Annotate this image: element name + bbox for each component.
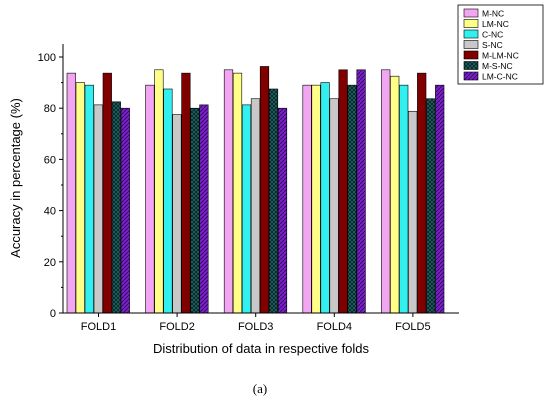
bars-layer	[66, 66, 445, 314]
x-tick-label: FOLD3	[238, 321, 273, 333]
bar-c-nc-fold3	[241, 104, 252, 314]
bar-m-nc-fold3	[223, 69, 234, 314]
bar-m-s-nc-fold4	[347, 84, 357, 314]
legend-label-c-nc: C-NC	[482, 30, 503, 40]
y-tick-label: 40	[44, 206, 56, 218]
bar-m-s-nc-fold5	[426, 98, 436, 314]
legend-swatch-m-lm-nc	[463, 50, 479, 60]
y-tick-label: 0	[50, 308, 56, 320]
legend-swatch-lm-nc	[463, 19, 479, 28]
bar-s-nc-fold1	[93, 104, 103, 314]
legend-swatch-c-nc	[463, 29, 479, 39]
bar-s-nc-fold3	[250, 98, 261, 314]
x-tick-label: FOLD2	[159, 321, 194, 333]
bar-lm-nc-fold5	[390, 75, 400, 314]
y-tick-label: 20	[44, 257, 56, 269]
bar-m-lm-nc-fold2	[181, 72, 191, 314]
bar-lm-c-nc-fold3	[277, 107, 288, 314]
x-axis-title: Distribution of data in respective folds	[153, 341, 370, 356]
legend-label-lm-nc: LM-NC	[482, 19, 509, 29]
x-tick-label: FOLD1	[81, 321, 116, 333]
y-tick-label: 100	[38, 52, 56, 64]
y-axis-title: Accuracy in percentage (%)	[8, 98, 23, 258]
x-tick-label: FOLD5	[395, 321, 430, 333]
bar-m-s-nc-fold3	[268, 88, 279, 314]
bar-m-s-nc-fold2	[190, 107, 200, 314]
bar-lm-c-nc-fold5	[435, 84, 445, 314]
bar-m-nc-fold1	[66, 72, 76, 314]
bar-s-nc-fold4	[329, 98, 339, 314]
y-tick-label: 80	[44, 103, 56, 115]
bar-lm-nc-fold2	[154, 69, 164, 314]
bar-m-lm-nc-fold3	[259, 66, 270, 314]
legend-swatch-m-s-nc	[463, 61, 479, 70]
legend-label-m-lm-nc: M-LM-NC	[482, 51, 519, 61]
bar-lm-nc-fold1	[75, 82, 85, 314]
y-tick-label: 60	[44, 154, 56, 166]
bar-s-nc-fold2	[172, 114, 182, 314]
legend-swatch-s-nc	[463, 40, 479, 49]
bar-m-nc-fold5	[381, 69, 391, 314]
bar-lm-c-nc-fold2	[199, 104, 209, 314]
bar-m-nc-fold2	[145, 84, 155, 314]
bar-lm-c-nc-fold4	[356, 69, 366, 314]
bar-lm-nc-fold3	[232, 72, 243, 314]
bar-lm-nc-fold4	[311, 84, 321, 314]
bar-c-nc-fold4	[320, 82, 330, 314]
legend-label-m-s-nc: M-S-NC	[482, 61, 513, 71]
x-tick-label: FOLD4	[317, 321, 352, 333]
figure-caption: (a)	[253, 381, 267, 396]
bar-c-nc-fold5	[399, 84, 409, 314]
legend-label-s-nc: S-NC	[482, 40, 503, 50]
bar-m-lm-nc-fold1	[102, 72, 112, 314]
y-ticks: 0 20 40 60 80 100	[38, 52, 63, 320]
bar-m-s-nc-fold1	[111, 101, 121, 314]
legend-box	[457, 4, 544, 85]
bar-lm-c-nc-fold1	[120, 107, 130, 314]
x-ticks: FOLD1 FOLD2 FOLD3 FOLD4 FOLD5	[81, 313, 431, 333]
legend-label-lm-c-nc: LM-C-NC	[482, 72, 518, 82]
bar-c-nc-fold1	[84, 84, 94, 314]
bar-c-nc-fold2	[163, 88, 173, 314]
bar-m-lm-nc-fold4	[338, 69, 348, 314]
bar-m-nc-fold4	[302, 84, 312, 314]
legend-swatch-lm-c-nc	[463, 71, 479, 81]
bar-m-lm-nc-fold5	[417, 72, 427, 314]
legend-swatch-m-nc	[463, 8, 479, 18]
legend-label-m-nc: M-NC	[482, 9, 504, 19]
bar-s-nc-fold5	[408, 110, 418, 314]
